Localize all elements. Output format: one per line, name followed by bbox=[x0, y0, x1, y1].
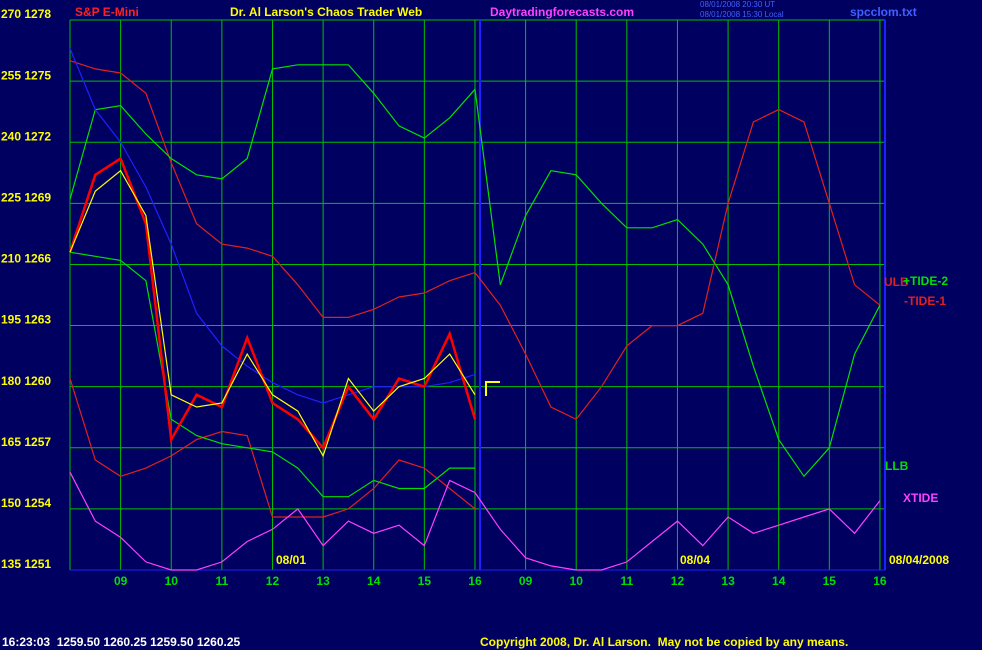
x-tick-label: 10 bbox=[165, 574, 179, 588]
series-line bbox=[69, 64, 881, 478]
series-label: -TIDE-1 bbox=[904, 294, 946, 308]
series-label: ULB bbox=[884, 275, 909, 289]
copyright: Copyright 2008, Dr. Al Larson. May not b… bbox=[480, 635, 848, 649]
x-tick-label: 11 bbox=[216, 574, 229, 588]
x-tick-label: 15 bbox=[418, 574, 432, 588]
y-tick-label: 195 1263 bbox=[1, 313, 51, 327]
stamp-local: 08/01/2008 15:30 Local bbox=[700, 10, 784, 19]
day-label: 08/01 bbox=[276, 553, 306, 567]
y-tick-label: 150 1254 bbox=[1, 496, 51, 510]
file-name: spcclom.txt bbox=[850, 5, 917, 19]
grid bbox=[69, 19, 886, 571]
symbol: S&P E-Mini bbox=[75, 5, 139, 19]
quote: 16:23:03 1259.50 1260.25 1259.50 1260.25 bbox=[2, 635, 241, 649]
end-date: 08/04/2008 bbox=[889, 553, 949, 567]
y-tick-label: 210 1266 bbox=[1, 252, 51, 266]
y-tick-label: 225 1269 bbox=[1, 191, 51, 205]
x-tick-label: 09 bbox=[114, 574, 128, 588]
x-tick-label: 14 bbox=[772, 574, 786, 588]
series-label: XTIDE bbox=[903, 491, 938, 505]
chart-title: Dr. Al Larson's Chaos Trader Web bbox=[230, 5, 422, 19]
site: Daytradingforecasts.com bbox=[490, 5, 634, 19]
series-label: LLB bbox=[885, 459, 909, 473]
lines bbox=[68, 48, 881, 571]
x-tick-label: 12 bbox=[671, 574, 685, 588]
x-tick-label: 13 bbox=[721, 574, 735, 588]
y-tick-label: 180 1260 bbox=[1, 374, 51, 388]
series-line bbox=[69, 378, 476, 518]
y-tick-label: 270 1278 bbox=[1, 7, 51, 21]
x-tick-label: 12 bbox=[266, 574, 280, 588]
x-tick-label: 16 bbox=[468, 574, 482, 588]
y-tick-label: 240 1272 bbox=[1, 129, 51, 143]
x-tick-label: 11 bbox=[620, 574, 633, 588]
marker bbox=[485, 381, 500, 396]
y-tick-label: 255 1275 bbox=[1, 68, 51, 82]
x-tick-label: 15 bbox=[823, 574, 837, 588]
stamp-ut: 08/01/2008 20:30 UT bbox=[700, 0, 775, 9]
series-line bbox=[69, 48, 476, 404]
x-tick-label: 13 bbox=[316, 574, 330, 588]
y-tick-label: 165 1257 bbox=[1, 435, 51, 449]
series-line bbox=[69, 471, 881, 571]
series-label: +TIDE-2 bbox=[903, 274, 948, 288]
day-label: 08/04 bbox=[680, 553, 710, 567]
series-line bbox=[68, 156, 477, 451]
series-line bbox=[69, 251, 475, 498]
x-tick-label: 10 bbox=[570, 574, 584, 588]
series-line bbox=[69, 169, 476, 458]
x-tick-label: 16 bbox=[873, 574, 887, 588]
y-tick-label: 135 1251 bbox=[1, 557, 51, 571]
x-tick-label: 09 bbox=[519, 574, 533, 588]
x-tick-label: 14 bbox=[367, 574, 381, 588]
series-line bbox=[69, 60, 881, 421]
